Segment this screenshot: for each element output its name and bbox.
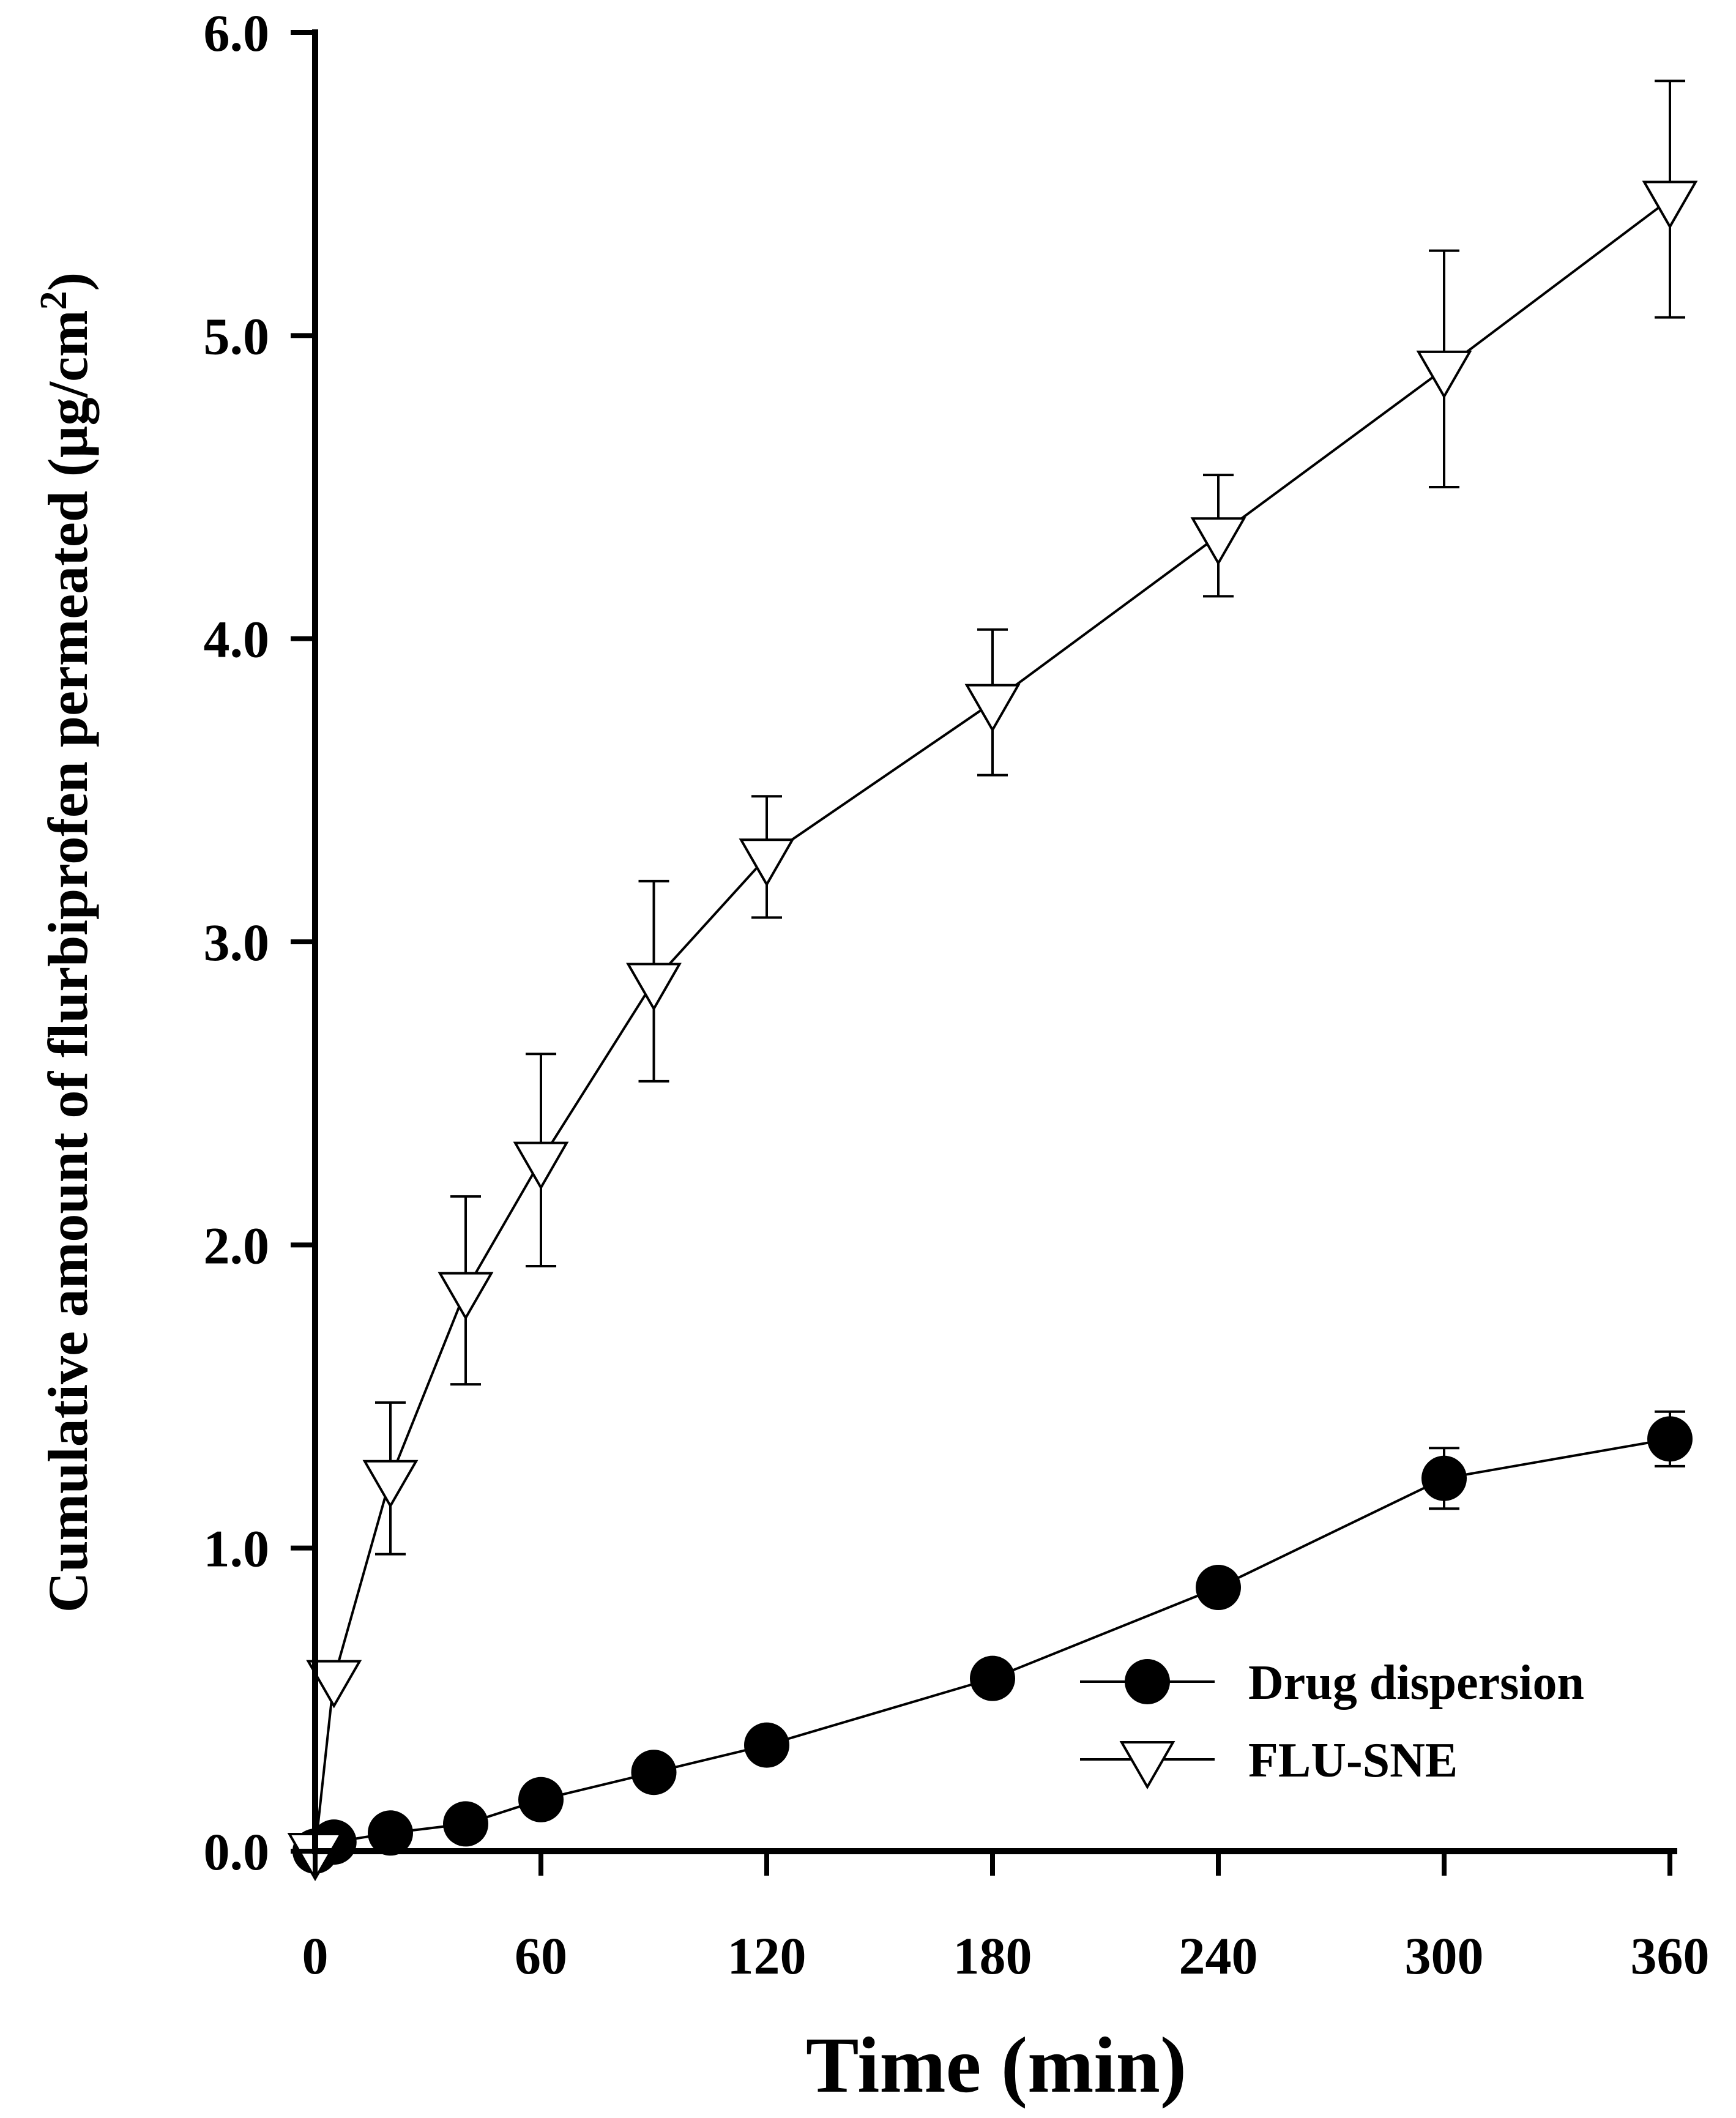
data-point [368,1810,413,1856]
y-tick-label: 6.0 [204,4,270,62]
data-point [443,1801,488,1847]
x-tick-label: 360 [1631,1926,1710,1985]
legend-item-1: Drug dispersion [1080,1656,1584,1710]
series-1 [292,1410,1693,1874]
data-point [306,1660,362,1709]
series-line [315,1437,1671,1852]
data-point [1416,350,1472,399]
ticks: 0.0 1.0 2.0 3.0 4.0 5.0 6.0 0 60 120 180 240 300 360 [204,4,1710,1985]
y-tick-label: 1.0 [204,1520,270,1578]
data-point [1647,1416,1693,1462]
y-tick-label: 0.0 [204,1822,270,1881]
data-point [744,1722,789,1768]
y-axis-title-superscript: 2 [33,291,75,310]
legend-marker [1119,1741,1175,1790]
data-point [362,1460,419,1508]
y-axis-title: Cumulative amount of flurbiprofen permea… [33,272,99,1613]
data-point [970,1655,1015,1701]
data-point [1190,517,1246,566]
data-point [1642,181,1698,229]
x-axis-title: Time (min) [806,2021,1187,2109]
data-point [626,963,682,1012]
legend: Drug dispersion FLU-SNE [1080,1656,1584,1790]
legend-item-2: FLU-SNE [1080,1734,1458,1790]
y-tick-label: 2.0 [204,1216,270,1275]
series-line [314,198,1671,1852]
data-point [1196,1565,1241,1611]
legend-marker [1125,1659,1170,1704]
y-axis-title-main: Cumulative amount of flurbiprofen permea… [37,310,99,1613]
x-tick-label: 180 [953,1926,1032,1985]
data-point [438,1272,494,1321]
legend-label: FLU-SNE [1248,1734,1458,1788]
data-point [518,1777,564,1822]
data-point [1421,1455,1467,1501]
data-point [964,684,1021,733]
data-point [739,838,795,887]
series-layer [287,80,1698,1882]
x-tick-label: 300 [1405,1926,1484,1985]
x-tick-label: 120 [728,1926,807,1985]
legend-label: Drug dispersion [1248,1656,1584,1710]
y-tick-label: 3.0 [204,913,270,972]
x-tick-label: 240 [1179,1926,1258,1985]
x-tick-label: 60 [515,1926,567,1985]
series-2 [287,80,1698,1882]
y-tick-label: 5.0 [204,307,270,365]
y-axis-title-close: ) [37,272,99,291]
y-tick-label: 4.0 [204,610,270,669]
axes [312,29,1677,1854]
data-point [631,1750,677,1795]
x-tick-label: 0 [302,1926,329,1985]
data-point [513,1141,569,1190]
